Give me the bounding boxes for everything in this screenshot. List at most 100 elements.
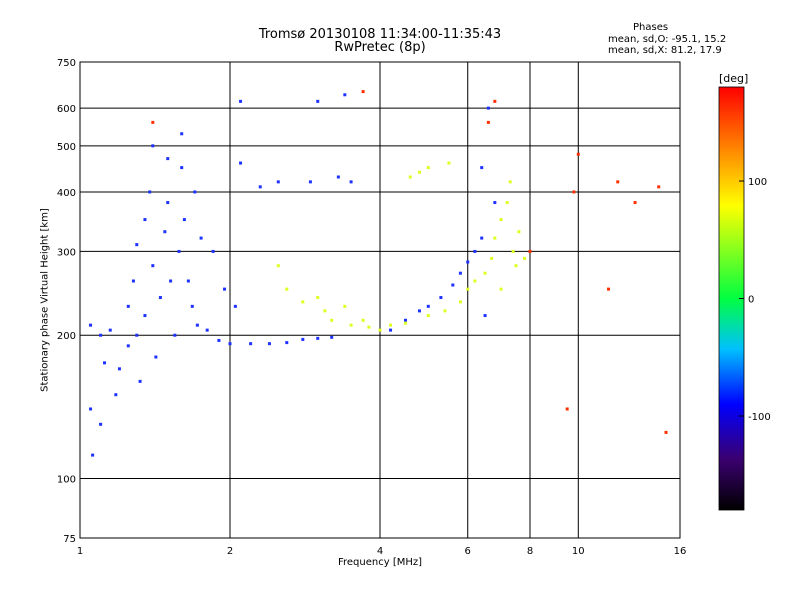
y-tick-label: 100 — [57, 475, 76, 486]
data-point — [493, 201, 497, 205]
data-point — [117, 367, 121, 371]
x-axis-ticks: 1 2 4 6 8 10 16 — [77, 546, 687, 557]
data-point — [190, 304, 194, 308]
data-point — [349, 180, 353, 184]
chart-title: Tromsø 20130108 11:34:00-11:35:43 — [258, 27, 502, 42]
data-point — [576, 152, 580, 156]
data-point — [316, 296, 320, 300]
data-point — [316, 336, 320, 340]
x-tick-label: 4 — [377, 546, 383, 557]
data-point — [177, 249, 181, 253]
data-point — [466, 260, 470, 264]
data-point — [301, 300, 305, 304]
colorbar-tick-label: 0 — [748, 295, 754, 306]
data-point — [91, 453, 95, 457]
stats-o-mode: mean, sd,O: -95.1, 15.2 — [608, 34, 727, 45]
data-point — [403, 321, 407, 325]
data-point — [480, 166, 484, 170]
data-point — [285, 287, 289, 291]
stats-header: Phases — [633, 22, 669, 33]
data-point — [89, 407, 93, 411]
y-tick-label: 600 — [57, 104, 76, 115]
y-tick-label: 200 — [57, 331, 76, 342]
data-point — [330, 335, 334, 339]
data-point — [493, 99, 497, 103]
data-point — [89, 323, 93, 327]
data-point — [483, 271, 487, 275]
data-point — [517, 230, 521, 234]
data-point — [126, 344, 130, 348]
data-point — [169, 279, 173, 283]
data-point — [135, 333, 139, 337]
data-point — [426, 304, 430, 308]
data-point — [276, 180, 280, 184]
data-point — [308, 180, 312, 184]
data-point — [285, 341, 289, 345]
data-point — [211, 249, 215, 253]
data-point — [151, 264, 155, 268]
data-point — [166, 201, 170, 205]
stats-x-mode: mean, sd,X: 81.2, 17.9 — [608, 45, 722, 56]
data-point — [443, 309, 447, 313]
y-axis-label: Stationary phase Virtual Height [km] — [39, 208, 51, 392]
data-point — [158, 296, 162, 300]
data-point — [336, 175, 340, 179]
data-point — [451, 283, 455, 287]
x-tick-label: 2 — [227, 546, 233, 557]
data-point — [473, 249, 477, 253]
data-point — [166, 157, 170, 161]
data-point — [276, 264, 280, 268]
colorbar-label: [deg] — [719, 72, 749, 85]
data-point — [154, 355, 158, 359]
data-point — [195, 323, 199, 327]
data-point — [143, 314, 147, 318]
data-point — [408, 175, 412, 179]
data-point — [233, 304, 237, 308]
data-point — [447, 161, 451, 165]
data-point — [439, 296, 443, 300]
data-point — [223, 287, 227, 291]
data-point — [417, 170, 421, 174]
data-point — [343, 304, 347, 308]
x-tick-label: 10 — [572, 546, 585, 557]
data-point — [473, 279, 477, 283]
data-point — [466, 287, 470, 291]
data-point — [523, 256, 527, 260]
data-point — [217, 338, 221, 342]
data-point — [343, 93, 347, 97]
data-point — [205, 328, 209, 332]
data-point — [361, 90, 365, 94]
data-point — [151, 144, 155, 148]
y-tick-label: 400 — [57, 188, 76, 199]
data-point — [486, 106, 490, 110]
data-point — [458, 300, 462, 304]
data-point — [301, 337, 305, 341]
data-point — [249, 342, 253, 346]
data-point — [239, 161, 243, 165]
data-point — [151, 120, 155, 124]
data-point — [616, 180, 620, 184]
data-point — [193, 190, 197, 194]
data-point — [493, 236, 497, 240]
data-point — [131, 279, 135, 283]
data-point — [486, 120, 490, 124]
y-tick-label: 500 — [57, 142, 76, 153]
data-point — [361, 318, 365, 322]
data-point — [378, 328, 382, 332]
x-tick-label: 6 — [465, 546, 471, 557]
data-point — [499, 287, 503, 291]
data-point — [99, 422, 103, 426]
data-point — [426, 314, 430, 318]
x-tick-label: 1 — [77, 546, 83, 557]
y-axis-ticks: 75 100 200 300 400 500 600 750 — [57, 58, 76, 545]
grid-lines — [80, 62, 680, 538]
colorbar-ticks: 100 0 -100 — [739, 177, 771, 423]
x-axis-label: Frequency [MHz] — [337, 557, 423, 568]
data-point — [403, 318, 407, 322]
data-point — [126, 304, 130, 308]
data-point — [483, 314, 487, 318]
data-points — [89, 90, 668, 457]
x-tick-label: 16 — [674, 546, 687, 557]
data-point — [143, 218, 147, 222]
